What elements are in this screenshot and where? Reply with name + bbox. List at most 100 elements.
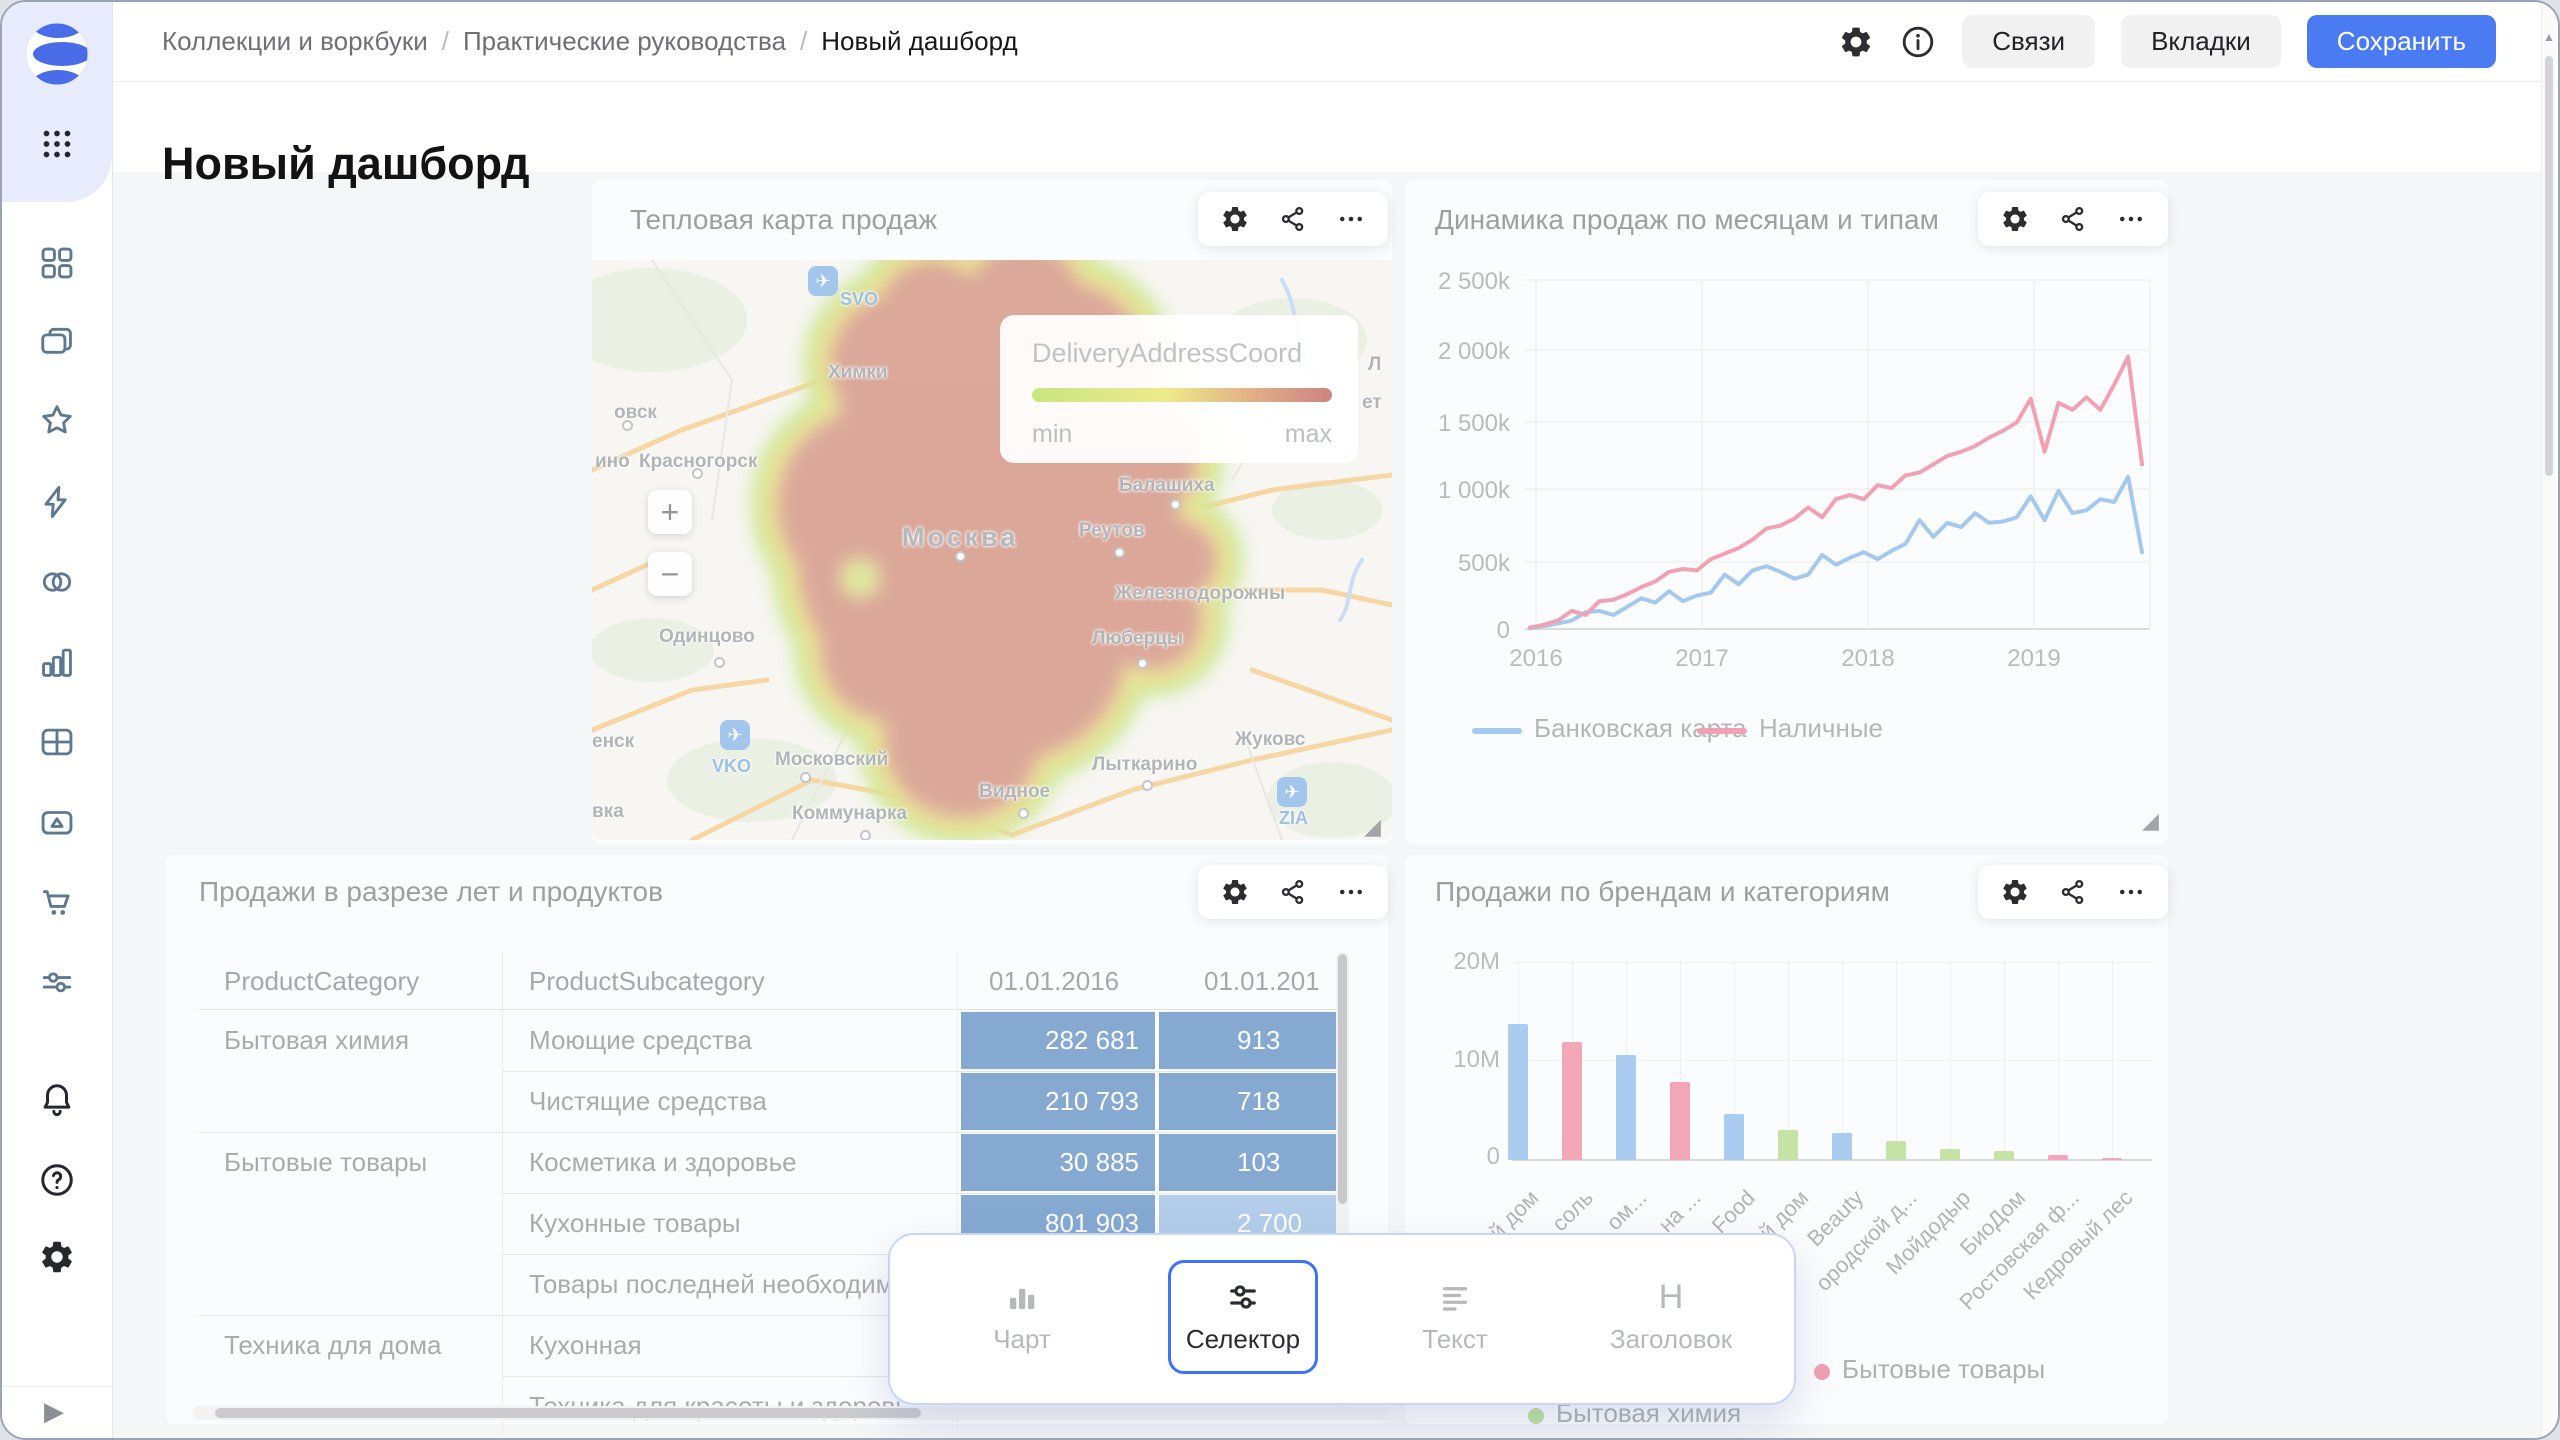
map-city-label: Химки <box>828 362 888 383</box>
widget-title-heatmap: Тепловая карта продаж <box>630 204 938 235</box>
map-legend-min: min <box>1032 420 1073 448</box>
panel-item-label: Текст <box>1422 1324 1488 1354</box>
scrollbar-up-arrow[interactable]: ▲ <box>2543 30 2555 44</box>
svg-text:1 000k: 1 000k <box>1438 477 1511 504</box>
scrollbar-thumb[interactable] <box>215 1408 921 1418</box>
chart-icon <box>1004 1279 1040 1315</box>
heading-icon: H <box>1658 1278 1684 1316</box>
storage-icon[interactable] <box>38 803 76 841</box>
airport-icon: ✈ <box>1277 777 1307 807</box>
widget-title-table: Продажи в разрезе лет и продуктов <box>199 876 663 907</box>
widget-settings-icon[interactable] <box>2000 877 2030 907</box>
map-labels-layer: SVO Химки овск ино Красногорск Москва Балашиха… <box>592 260 1392 840</box>
page-title: Новый дашборд <box>162 138 530 190</box>
map-city-label: Лыткарино <box>1092 754 1198 775</box>
widget-actions-table <box>1198 865 1388 919</box>
marketplace-icon[interactable] <box>38 883 76 921</box>
table-column-header[interactable]: ProductCategory <box>224 966 420 996</box>
widget-title-barchart: Продажи по брендам и категориям <box>1435 876 1890 907</box>
table-cell-subcategory: Товары последней необходимо <box>529 1269 908 1299</box>
map-zoom-out-button[interactable]: − <box>648 552 692 596</box>
widget-more-icon[interactable] <box>2116 204 2146 234</box>
widget-links-icon[interactable] <box>1278 877 1308 907</box>
breadcrumb-separator: / <box>441 26 449 56</box>
table-column-header[interactable]: ProductSubcategory <box>529 966 765 996</box>
table-cell-value: 210 793 <box>961 1073 1155 1130</box>
map-city-label: ет <box>1362 392 1382 413</box>
table-horizontal-scrollbar <box>192 1406 1390 1420</box>
scrollbar-thumb[interactable] <box>2545 56 2553 476</box>
airport-icon: ✈ <box>808 266 838 296</box>
widget-settings-icon[interactable] <box>1220 204 1250 234</box>
services-icon[interactable] <box>38 963 76 1001</box>
widget-resize-handle[interactable]: ◢ <box>2142 808 2159 833</box>
table-cell-value: 30 885 <box>961 1134 1155 1191</box>
widget-links-icon[interactable] <box>2058 204 2088 234</box>
apps-menu-icon[interactable] <box>39 126 75 162</box>
dashboards-icon[interactable] <box>38 723 76 761</box>
map-zoom-in-button[interactable]: + <box>648 490 692 534</box>
table-column-header[interactable]: 01.01.2016 <box>989 966 1120 996</box>
charts-icon[interactable] <box>38 643 76 681</box>
widget-links-icon[interactable] <box>1278 204 1308 234</box>
panel-item-heading[interactable]: H Заголовок <box>1596 1260 1746 1374</box>
widget-more-icon[interactable] <box>1336 204 1366 234</box>
dashboard-settings-icon[interactable] <box>1838 24 1874 60</box>
map-city-label: енск <box>592 731 635 752</box>
svg-text:2017: 2017 <box>1675 645 1728 672</box>
table-row: Бытовая химия Моющие средства 282 681 913 <box>199 1010 1336 1071</box>
table-column-header[interactable]: 01.01.201 <box>1204 966 1320 996</box>
table-cell-subcategory: Кухонная <box>529 1330 642 1360</box>
topbar: Коллекции и воркбуки / Практические руково… <box>112 2 2558 82</box>
table-row-divider <box>199 1315 1336 1316</box>
map-legend-max: max <box>1284 420 1332 448</box>
datalens-logo[interactable] <box>25 22 89 86</box>
heatmap-map[interactable]: SVO Химки овск ино Красногорск Москва Балашиха… <box>592 260 1392 840</box>
expand-sidebar-icon[interactable]: ▶ <box>44 1396 64 1426</box>
quick-actions-icon[interactable] <box>38 483 76 521</box>
map-city-label: VKO <box>712 756 752 776</box>
map-city-label: Реутов <box>1079 520 1145 541</box>
widget-settings-icon[interactable] <box>1220 877 1250 907</box>
panel-item-chart[interactable]: Чарт <box>947 1260 1097 1374</box>
widget-more-icon[interactable] <box>1336 877 1366 907</box>
table-row: Товары последней необходимо <box>199 1254 1336 1315</box>
widget-actions-barchart <box>1978 865 2168 919</box>
map-legend-field: DeliveryAddressCoord <box>1032 338 1303 368</box>
table-row: Чистящие средства 210 793 718 <box>199 1071 1336 1132</box>
map-city-label: Л <box>1368 354 1382 375</box>
widget-resize-handle[interactable]: ◢ <box>1364 814 1381 839</box>
table-cell-value: 718 <box>1159 1073 1336 1130</box>
svg-text:1 500k: 1 500k <box>1438 410 1511 437</box>
panel-item-text[interactable]: Текст <box>1380 1260 1530 1374</box>
panel-item-selector[interactable]: Селектор <box>1168 1260 1318 1374</box>
map-city-dot <box>1137 658 1148 669</box>
help-icon[interactable] <box>38 1161 76 1199</box>
scrollbar-thumb[interactable] <box>1338 954 1347 1204</box>
widget-settings-icon[interactable] <box>2000 204 2030 234</box>
widgets-icon[interactable] <box>38 244 76 282</box>
widget-links-icon[interactable] <box>2058 877 2088 907</box>
breadcrumb-item[interactable]: Коллекции и воркбуки <box>162 26 428 56</box>
settings-icon[interactable] <box>38 1238 76 1276</box>
favorites-icon[interactable] <box>38 401 76 439</box>
topbar-actions: Связи Вкладки Сохранить <box>1838 2 2496 81</box>
map-city-dot <box>955 551 966 562</box>
info-icon[interactable] <box>1900 24 1936 60</box>
breadcrumb-item: Новый дашборд <box>821 26 1018 56</box>
tabs-button[interactable]: Вкладки <box>2121 15 2281 68</box>
map-city-label: Жуковс <box>1235 729 1306 750</box>
text-icon <box>1437 1279 1473 1315</box>
collections-icon[interactable] <box>38 323 76 361</box>
relations-button[interactable]: Связи <box>1962 15 2096 68</box>
table-cell-value: 282 681 <box>961 1012 1155 1069</box>
map-city-label: Люберцы <box>1092 628 1184 649</box>
notifications-icon[interactable] <box>38 1081 76 1119</box>
svg-text:2018: 2018 <box>1841 645 1894 672</box>
widget-more-icon[interactable] <box>2116 877 2146 907</box>
map-city-label: Видное <box>979 781 1051 802</box>
table-cell-category: Техника для дома <box>224 1330 442 1360</box>
breadcrumb-item[interactable]: Практические руководства <box>462 26 787 56</box>
save-button[interactable]: Сохранить <box>2306 15 2496 68</box>
connections-icon[interactable] <box>38 563 76 601</box>
